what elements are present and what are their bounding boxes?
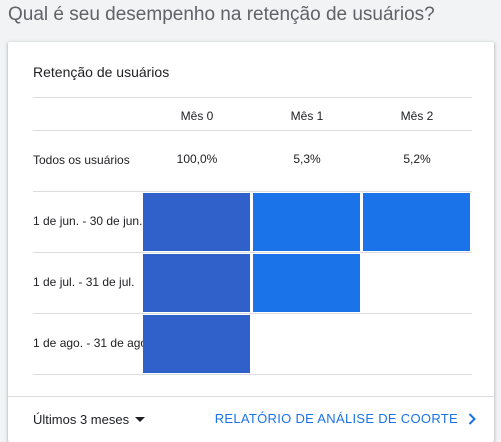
cohort-label-aug: 1 de ago. - 31 de ago. [33,336,143,350]
divider [33,252,472,253]
summary-value-month-1: 5,3% [293,152,321,166]
divider [33,191,472,192]
cohort-report-label: RELATÓRIO DE ANÁLISE DE COORTE [214,411,458,426]
divider [33,374,472,375]
column-header-month-0: Mês 0 [180,109,214,123]
card-footer: Últimos 3 meses RELATÓRIO DE ANÁLISE DE … [8,396,494,442]
caret-down-icon [135,417,146,422]
date-range-dropdown[interactable]: Últimos 3 meses [33,412,146,427]
column-header-month-1: Mês 1 [290,109,324,123]
page-title: Qual é seu desempenho na retenção de usu… [8,4,435,25]
divider [33,97,472,98]
cohort-cell-jun-month-0[interactable] [143,193,250,251]
cohort-label-jun: 1 de jun. - 30 de jun. [33,214,143,228]
divider [33,313,472,314]
cohort-cell-aug-month-0[interactable] [143,315,250,373]
cohort-report-link[interactable]: RELATÓRIO DE ANÁLISE DE COORTE [215,411,476,426]
cohort-cell-jul-month-1[interactable] [253,254,360,312]
summary-row-label: Todos os usuários [33,153,130,167]
cohort-label-jul: 1 de jul. - 31 de jul. [33,275,135,289]
date-range-label: Últimos 3 meses [33,412,130,427]
column-header-month-2: Mês 2 [400,109,434,123]
cohort-cell-jul-month-0[interactable] [143,254,250,312]
divider [33,130,472,131]
retention-card: Retenção de usuários Mês 0 Mês 1 Mês 2 T… [8,42,494,442]
chevron-right-icon [468,412,476,425]
cohort-cell-jun-month-2[interactable] [363,193,470,251]
cohort-cell-jun-month-1[interactable] [253,193,360,251]
summary-value-month-2: 5,2% [403,152,431,166]
summary-value-month-0: 100,0% [176,152,218,166]
card-title: Retenção de usuários [33,64,170,80]
